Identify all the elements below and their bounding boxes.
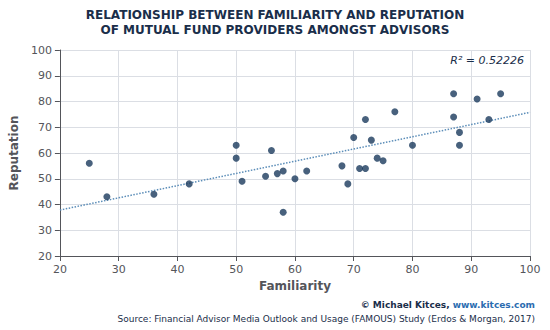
svg-text:40: 40: [38, 198, 52, 211]
svg-text:40: 40: [170, 263, 184, 276]
svg-text:100: 100: [520, 263, 541, 276]
svg-text:OF MUTUAL FUND PROVIDERS AMONG: OF MUTUAL FUND PROVIDERS AMONGST ADVISOR…: [101, 23, 450, 37]
svg-text:70: 70: [38, 121, 52, 134]
svg-text:50: 50: [38, 172, 52, 185]
svg-text:50: 50: [229, 263, 243, 276]
svg-text:© Michael Kitces,: © Michael Kitces,: [361, 300, 453, 310]
svg-text:Reputation: Reputation: [7, 116, 21, 191]
svg-text:20: 20: [38, 250, 52, 263]
svg-text:90: 90: [464, 263, 478, 276]
svg-text:100: 100: [31, 44, 52, 57]
svg-text:70: 70: [347, 263, 361, 276]
svg-text:R² = 0.52226: R² = 0.52226: [450, 54, 524, 67]
svg-text:30: 30: [38, 224, 52, 237]
svg-text:80: 80: [38, 95, 52, 108]
svg-text:80: 80: [405, 263, 419, 276]
svg-text:30: 30: [112, 263, 126, 276]
svg-text:60: 60: [288, 263, 302, 276]
svg-text:Source: Financial Advisor Medi: Source: Financial Advisor Media Outlook …: [117, 314, 535, 324]
svg-text:90: 90: [38, 69, 52, 82]
svg-text:Familiarity: Familiarity: [259, 279, 331, 293]
svg-text:RELATIONSHIP BETWEEN FAMILIARI: RELATIONSHIP BETWEEN FAMILIARITY AND REP…: [86, 8, 464, 22]
svg-text:www.kitces.com: www.kitces.com: [453, 300, 535, 310]
svg-text:20: 20: [53, 263, 67, 276]
svg-text:60: 60: [38, 147, 52, 160]
